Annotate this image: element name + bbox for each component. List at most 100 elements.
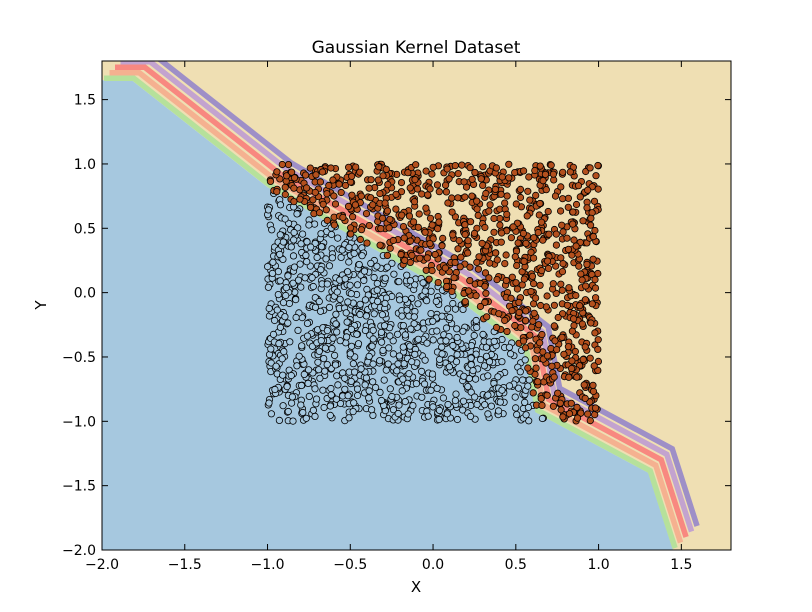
scatter-point	[316, 307, 325, 315]
scatter-point	[469, 366, 477, 375]
scatter-point	[400, 234, 408, 242]
scatter-point	[554, 313, 562, 322]
scatter-point	[279, 238, 287, 246]
scatter-point	[549, 280, 557, 288]
scatter-point	[497, 238, 505, 246]
scatter-point	[385, 224, 393, 232]
scatter-point	[335, 180, 343, 188]
scatter-point	[316, 178, 324, 186]
scatter-point	[287, 399, 296, 407]
y-tick-label: −1.5	[62, 479, 96, 495]
scatter-point	[409, 218, 418, 226]
scatter-point	[536, 339, 544, 347]
scatter-point	[464, 249, 472, 257]
scatter-point	[349, 360, 357, 368]
scatter-point	[433, 384, 441, 392]
scatter-point	[361, 326, 369, 335]
scatter-point	[486, 201, 494, 209]
scatter-point	[331, 200, 340, 208]
scatter-point	[344, 202, 353, 210]
scatter-point	[379, 346, 387, 354]
scatter-point	[313, 253, 321, 261]
scatter-point	[346, 350, 354, 358]
scatter-point	[453, 333, 461, 342]
scatter-point	[543, 257, 552, 265]
scatter-point	[445, 363, 453, 371]
scatter-point	[347, 325, 355, 333]
scatter-point	[377, 396, 386, 405]
scatter-point	[485, 358, 494, 366]
x-axis-ticks: −2.0 −1.5 −1.0 −0.5 0.0 0.5 1.0 1.5	[85, 61, 692, 573]
scatter-point	[292, 295, 300, 304]
scatter-point	[297, 401, 305, 409]
scatter-point	[276, 323, 284, 331]
scatter-point	[423, 254, 431, 262]
scatter-point	[571, 347, 580, 356]
scatter-point	[356, 168, 364, 176]
scatter-point	[496, 221, 504, 229]
scatter-point	[283, 382, 291, 391]
scatter-point	[461, 231, 469, 239]
scatter-point	[290, 198, 298, 206]
scatter-point	[401, 331, 409, 339]
scatter-point	[452, 358, 461, 366]
scatter-point	[333, 288, 341, 296]
scatter-point	[347, 230, 355, 238]
scatter-point	[289, 417, 297, 425]
scatter-point	[284, 407, 292, 416]
scatter-point	[374, 176, 382, 184]
scatter-point	[318, 168, 327, 176]
scatter-point	[264, 206, 273, 214]
scatter-point	[473, 205, 481, 213]
scatter-point	[467, 354, 475, 362]
scatter-point	[435, 188, 443, 196]
scatter-point	[518, 376, 527, 384]
scatter-point	[279, 371, 287, 379]
x-tick-label: −1.0	[251, 557, 285, 573]
scatter-point	[429, 235, 437, 243]
scatter-point	[323, 326, 331, 335]
scatter-point	[458, 161, 466, 169]
scatter-point	[528, 323, 536, 331]
scatter-point	[314, 358, 322, 366]
scatter-point	[501, 259, 509, 268]
scatter-point	[594, 345, 602, 353]
scatter-point	[538, 330, 546, 339]
scatter-point	[352, 163, 360, 171]
scatter-point	[586, 416, 594, 425]
scatter-point	[353, 281, 362, 289]
scatter-point	[320, 354, 328, 363]
scatter-point	[435, 415, 443, 424]
scatter-point	[386, 332, 394, 340]
scatter-point	[383, 207, 392, 215]
scatter-point	[544, 264, 553, 272]
scatter-point	[293, 210, 301, 218]
scatter-point	[287, 371, 295, 380]
scatter-point	[522, 239, 530, 247]
scatter-point	[533, 346, 541, 354]
scatter-point	[427, 309, 435, 318]
scatter-point	[351, 201, 359, 209]
scatter-point	[327, 391, 335, 399]
scatter-point	[348, 213, 357, 221]
scatter-point	[516, 193, 525, 202]
scatter-point	[276, 250, 284, 258]
scatter-point	[329, 334, 337, 342]
scatter-point	[512, 279, 520, 287]
scatter-point	[350, 249, 358, 257]
y-tick-label: 0.0	[74, 286, 96, 302]
scatter-point	[591, 275, 599, 284]
scatter-point	[575, 262, 583, 270]
scatter-point	[497, 190, 505, 198]
scatter-point	[362, 374, 370, 382]
scatter-point	[275, 339, 283, 348]
scatter-point	[424, 191, 432, 199]
scatter-point	[268, 269, 277, 277]
scatter-point	[315, 347, 323, 355]
scatter-point	[520, 275, 528, 283]
scatter-point	[375, 163, 383, 171]
scatter-point	[330, 351, 339, 359]
scatter-point	[514, 239, 522, 247]
scatter-point	[297, 240, 305, 248]
scatter-point	[537, 394, 545, 403]
